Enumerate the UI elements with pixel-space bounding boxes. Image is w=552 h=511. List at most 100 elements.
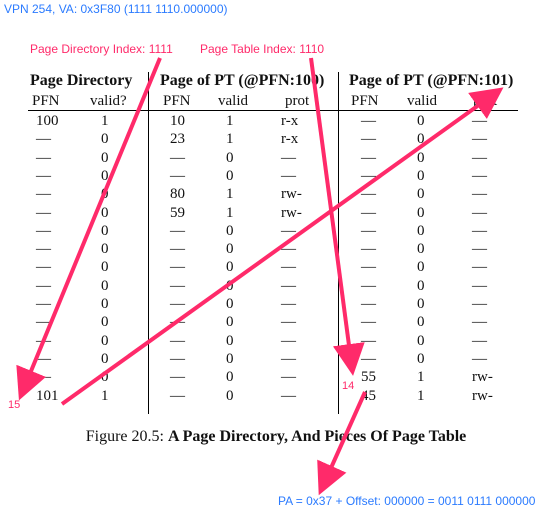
cell-pt100-pfn: 10 xyxy=(170,113,185,129)
caption-prefix: Figure 20.5: xyxy=(85,428,168,445)
col-pt100-prot: prot xyxy=(285,93,310,109)
cell-pd-pfn: 100 xyxy=(36,113,59,129)
cell-pt101-prot: — xyxy=(472,241,487,258)
cell-pt100-valid: 0 xyxy=(226,350,234,367)
cell-pt101-pfn: — xyxy=(361,332,376,349)
cell-pd-valid: 1 xyxy=(101,113,109,129)
divider-left xyxy=(148,72,149,414)
cell-pd-valid: 0 xyxy=(101,296,109,312)
col-pt101-prot: prot xyxy=(473,93,498,109)
cell-pt100-prot: — xyxy=(281,259,296,276)
cell-pt101-prot: rw- xyxy=(472,369,493,386)
cell-pt101-pfn: — xyxy=(361,296,376,312)
cell-pt101-valid: 0 xyxy=(417,350,425,367)
cell-pd-valid: 1 xyxy=(101,387,109,404)
cell-pt101-prot: — xyxy=(472,222,487,239)
cell-pt101-prot: — xyxy=(472,167,487,184)
cell-pt101-prot: — xyxy=(472,259,487,276)
cell-pt100-pfn: — xyxy=(170,350,185,367)
cell-pt101-prot: — xyxy=(472,350,487,367)
cell-pt101-pfn: — xyxy=(361,350,376,367)
cell-pt101-pfn: — xyxy=(361,113,376,129)
cell-pt100-valid: 0 xyxy=(226,296,234,312)
cell-pt101-pfn: — xyxy=(361,149,376,166)
cell-pt101-pfn: — xyxy=(361,186,376,203)
cell-pt100-pfn: — xyxy=(170,167,185,184)
cell-pt100-pfn: — xyxy=(170,332,185,349)
cell-pt100-valid: 1 xyxy=(226,131,234,148)
cell-pt101-prot: — xyxy=(472,314,487,331)
cell-pd-pfn: — xyxy=(36,149,51,166)
marker-15: 15 xyxy=(8,399,21,411)
cell-pd-valid: 0 xyxy=(101,222,109,239)
header-pt-101: Page of PT (@PFN:101) xyxy=(349,72,514,89)
cell-pt100-valid: 1 xyxy=(226,204,234,221)
cell-pt100-valid: 0 xyxy=(226,167,234,184)
cell-pt100-valid: 0 xyxy=(226,241,234,258)
cell-pd-valid: 0 xyxy=(101,332,109,349)
cell-pt100-pfn: — xyxy=(170,259,185,276)
cell-pt101-pfn: — xyxy=(361,167,376,184)
cell-pt101-prot: — xyxy=(472,204,487,221)
cell-pd-pfn: — xyxy=(36,332,51,349)
header-pt-100: Page of PT (@PFN:100) xyxy=(160,72,325,89)
cell-pt100-prot: — xyxy=(281,149,296,166)
physical-address-annotation: PA = 0x37 + Offset: 000000 = 0011 0111 0… xyxy=(278,494,536,508)
cell-pd-pfn: — xyxy=(36,167,51,184)
caption-title: A Page Directory, And Pieces Of Page Tab… xyxy=(167,428,467,445)
cell-pd-pfn: — xyxy=(36,131,51,148)
cell-pd-valid: 0 xyxy=(101,167,109,184)
page-table-index-annotation: Page Table Index: 1110 xyxy=(200,42,325,56)
arrow-pti-to-entry-14 xyxy=(309,57,365,376)
cell-pt101-pfn: — xyxy=(361,259,376,276)
cell-pt100-valid: 0 xyxy=(226,222,234,239)
cell-pd-valid: 0 xyxy=(101,204,109,221)
cell-pt100-prot: — xyxy=(281,387,296,404)
cell-pt101-valid: 0 xyxy=(417,332,425,349)
cell-pt101-pfn: — xyxy=(361,241,376,258)
cell-pd-pfn: 101 xyxy=(36,387,59,404)
cell-pt100-valid: 1 xyxy=(226,186,234,203)
cell-pd-pfn: — xyxy=(36,314,51,331)
cell-pd-pfn: — xyxy=(36,296,51,312)
col-pt100-valid: valid xyxy=(218,93,248,109)
cell-pt101-valid: 0 xyxy=(417,186,425,203)
cell-pt101-prot: — xyxy=(472,149,487,166)
cell-pt101-valid: 0 xyxy=(417,167,425,184)
cell-pt100-prot: — xyxy=(281,332,296,349)
cell-pd-pfn: — xyxy=(36,204,51,221)
cell-pd-valid: 0 xyxy=(101,241,109,258)
cell-pt100-pfn: — xyxy=(170,296,185,312)
cell-pd-valid: 0 xyxy=(101,131,109,148)
cell-pt101-prot: — xyxy=(472,332,487,349)
arrow-entry-15-to-pt101 xyxy=(60,87,504,406)
cell-pt100-pfn: — xyxy=(170,222,185,239)
cell-pt100-pfn: 23 xyxy=(170,131,185,148)
cell-pt100-prot: — xyxy=(281,167,296,184)
cell-pt100-valid: 0 xyxy=(226,149,234,166)
cell-pt100-prot: — xyxy=(281,296,296,312)
cell-pt101-valid: 0 xyxy=(417,222,425,239)
figure-caption: Figure 20.5: A Page Directory, And Piece… xyxy=(0,428,552,446)
header-page-directory: Page Directory xyxy=(30,72,133,89)
marker-14: 14 xyxy=(342,380,355,392)
divider-right xyxy=(338,72,339,414)
cell-pd-pfn: — xyxy=(36,186,51,203)
cell-pt100-prot: — xyxy=(281,241,296,258)
cell-pt100-pfn: — xyxy=(170,387,185,404)
cell-pt100-prot: — xyxy=(281,314,296,331)
cell-pt101-valid: 0 xyxy=(417,277,425,294)
cell-pd-valid: 0 xyxy=(101,259,109,276)
cell-pt100-pfn: — xyxy=(170,314,185,331)
cell-pt101-prot: — xyxy=(472,277,487,294)
cell-pt101-pfn: — xyxy=(361,222,376,239)
cell-pt101-valid: 0 xyxy=(417,314,425,331)
cell-pt101-valid: 1 xyxy=(417,369,425,386)
cell-pt101-valid: 1 xyxy=(417,387,425,404)
cell-pd-valid: 0 xyxy=(101,369,109,386)
cell-pt100-prot: — xyxy=(281,222,296,239)
cell-pt100-prot: — xyxy=(281,350,296,367)
cell-pt101-valid: 0 xyxy=(417,204,425,221)
cell-pt100-prot: r-x xyxy=(281,113,299,129)
cell-pd-pfn: — xyxy=(36,259,51,276)
